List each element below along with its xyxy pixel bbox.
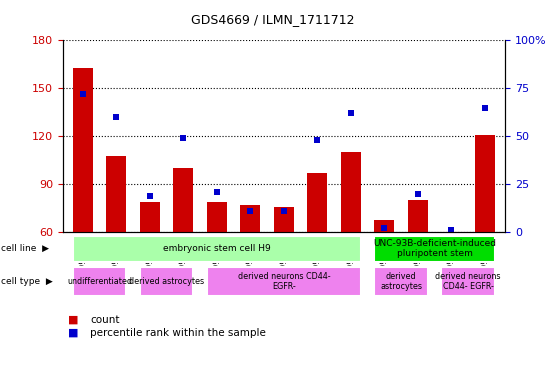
Bar	[106, 156, 127, 232]
Bar	[140, 266, 193, 296]
Text: derived neurons CD44-
EGFR-: derived neurons CD44- EGFR-	[238, 271, 330, 291]
Text: embryonic stem cell H9: embryonic stem cell H9	[163, 244, 271, 253]
Bar	[207, 202, 227, 232]
Bar	[375, 236, 495, 262]
Text: percentile rank within the sample: percentile rank within the sample	[90, 328, 266, 338]
Bar	[274, 207, 294, 232]
Text: GDS4669 / ILMN_1711712: GDS4669 / ILMN_1711712	[191, 13, 355, 26]
Text: derived
astrocytes: derived astrocytes	[380, 271, 422, 291]
Bar	[408, 200, 428, 232]
Text: derived neurons
CD44- EGFR-: derived neurons CD44- EGFR-	[436, 271, 501, 291]
Bar	[341, 152, 361, 232]
Text: undifferentiated: undifferentiated	[67, 277, 132, 286]
Bar	[307, 173, 328, 232]
Bar	[140, 202, 160, 232]
Bar	[174, 168, 193, 232]
Bar	[240, 205, 260, 232]
Text: derived astrocytes: derived astrocytes	[129, 277, 204, 286]
Bar	[375, 220, 394, 232]
Bar	[73, 68, 93, 232]
Text: ■: ■	[68, 328, 79, 338]
Text: cell type  ▶: cell type ▶	[1, 277, 53, 286]
Bar	[475, 135, 495, 232]
Bar	[375, 266, 428, 296]
Bar	[73, 236, 361, 262]
Text: cell line  ▶: cell line ▶	[1, 244, 49, 253]
Bar	[73, 266, 127, 296]
Text: count: count	[90, 315, 120, 325]
Bar	[207, 266, 361, 296]
Text: ■: ■	[68, 315, 79, 325]
Bar	[441, 266, 495, 296]
Text: UNC-93B-deficient-induced
pluripotent stem: UNC-93B-deficient-induced pluripotent st…	[373, 239, 496, 258]
